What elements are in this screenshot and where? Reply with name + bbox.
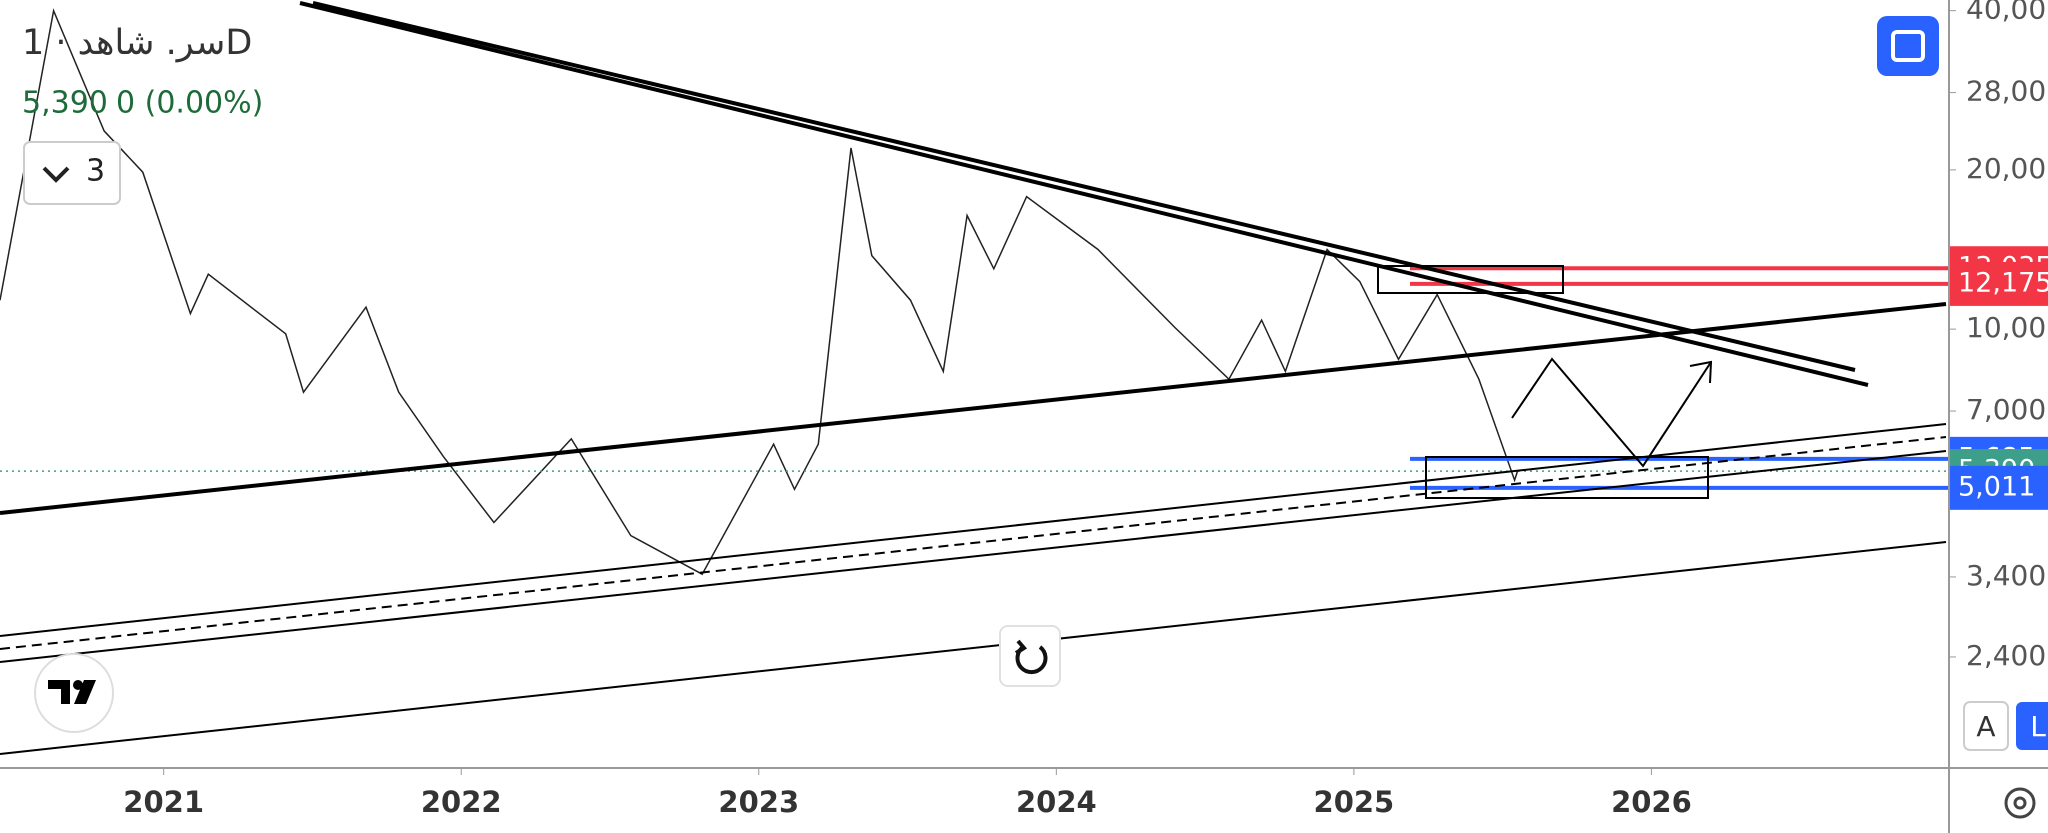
log-bg[interactable] <box>2016 702 2048 750</box>
x-tick-label: 2026 <box>1611 785 1692 819</box>
y-tick-label: 40,000 <box>1966 0 2048 26</box>
logo-mark <box>48 680 96 704</box>
zone-box <box>1377 265 1564 294</box>
y-tick-label: 7,000 <box>1966 393 2046 426</box>
chevron-icon <box>42 166 70 183</box>
auto-bg[interactable] <box>1963 701 2009 751</box>
arrow-head <box>1689 360 1713 384</box>
indicators-button[interactable] <box>23 141 121 205</box>
price-line <box>0 8 1519 576</box>
x-tick-label: 2022 <box>421 785 502 819</box>
reset-arrow <box>1014 639 1028 655</box>
drawings <box>0 1 1947 755</box>
log-scale-button[interactable]: L <box>2016 702 2048 750</box>
last-price: 5,390 <box>22 86 108 121</box>
channel-mid-line <box>0 436 1947 650</box>
x-tick-label: 2021 <box>123 785 204 819</box>
price-tag-label: 5,011 <box>1958 471 2035 502</box>
y-tick-label: 2,400 <box>1966 639 2046 672</box>
reset-bg[interactable] <box>999 625 1061 687</box>
reset-button[interactable] <box>999 625 1061 687</box>
channel-line <box>0 423 1947 637</box>
price-tag <box>1950 465 2048 510</box>
fullscreen-bg[interactable] <box>1877 16 1939 76</box>
symbol-title: سر. شاهد · 1D <box>22 23 252 63</box>
trend-line <box>0 302 1947 515</box>
y-tick-label: 28,000 <box>1966 75 2048 108</box>
channel-line <box>0 541 1947 755</box>
y-tick-label: 20,000 <box>1966 152 2048 185</box>
price-tag <box>1950 261 2048 306</box>
x-tick-label: 2024 <box>1016 785 1097 819</box>
settings-icon[interactable] <box>2004 787 2036 819</box>
zone-box <box>1425 456 1709 499</box>
trend-line <box>312 1 1856 372</box>
indicators-toggle[interactable]: 3 <box>23 141 121 205</box>
axes: 40,000 28,000 20,000 10,000 7,000 3,400 2,400 2… <box>123 0 2048 819</box>
indicator-count: 3 <box>86 154 105 189</box>
trend-line <box>299 1 1869 387</box>
auto-label: A <box>1976 710 1995 743</box>
reset-icon <box>1015 645 1048 675</box>
channel-line <box>0 450 1947 663</box>
y-tick-label: 3,400 <box>1966 559 2046 592</box>
settings-core <box>2013 796 2027 810</box>
price-change: 0 (0.00%) <box>116 86 263 121</box>
auto-scale-button[interactable]: A <box>1963 701 2009 751</box>
x-tick-label: 2023 <box>718 785 799 819</box>
logo-dot <box>73 680 83 690</box>
price-tag-label: 12,175 <box>1958 267 2048 298</box>
log-label: L <box>2030 710 2046 743</box>
projection-path <box>1511 357 1712 468</box>
settings-button[interactable] <box>2004 787 2036 819</box>
fullscreen-icon <box>1891 30 1925 62</box>
fullscreen-button[interactable] <box>1877 16 1939 76</box>
logo-circle[interactable] <box>34 653 114 733</box>
tradingview-logo[interactable] <box>34 653 114 733</box>
x-tick-label: 2025 <box>1314 785 1395 819</box>
y-tick-label: 10,000 <box>1966 311 2048 344</box>
